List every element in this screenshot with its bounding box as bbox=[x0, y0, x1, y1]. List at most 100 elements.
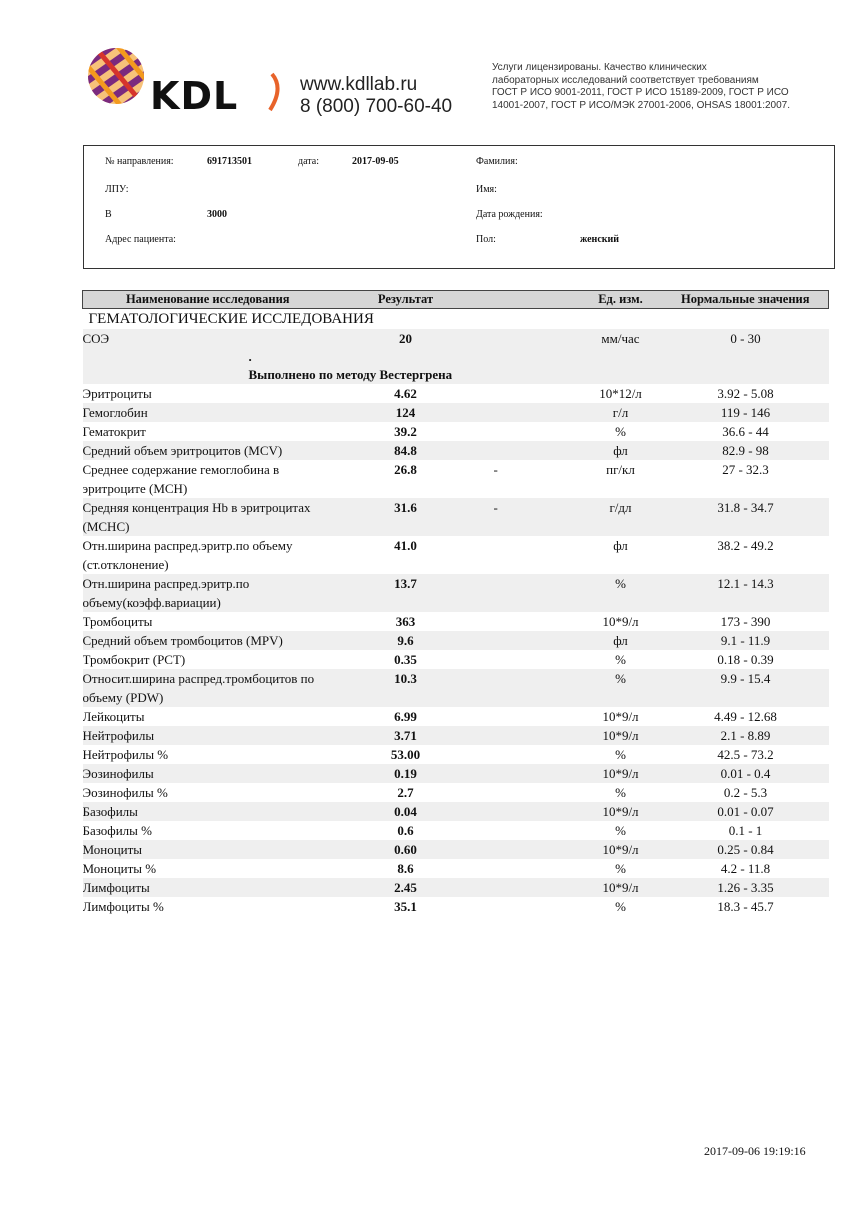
table-row: Средний объем тромбоцитов (MPV) 9.6 фл 9.1 … bbox=[82, 631, 829, 650]
test-flag bbox=[478, 574, 579, 612]
license-line: лабораторных исследований соответствует … bbox=[492, 74, 759, 86]
test-unit: 10*9/л bbox=[602, 614, 639, 629]
test-norm: 2.1 - 8.89 bbox=[662, 726, 829, 745]
test-norm: 0.01 - 0.4 bbox=[662, 764, 829, 783]
test-unit: % bbox=[615, 424, 626, 439]
test-name: Лимфоциты bbox=[82, 878, 333, 897]
test-name: Средняя концентрация Hb в эритроцитах (M… bbox=[82, 498, 333, 536]
test-result: 363 bbox=[395, 614, 416, 629]
test-unit: 10*12/л bbox=[599, 386, 642, 401]
test-name: Среднее содержание гемоглобина в эритроц… bbox=[82, 462, 280, 496]
test-norm: 31.8 - 34.7 bbox=[662, 498, 829, 536]
table-row-esr-note: . Выполнено по методу Вестергрена bbox=[82, 348, 829, 384]
table-row: Лимфоциты 2.45 10*9/л 1.26 - 3.35 bbox=[82, 878, 829, 897]
license-line: 14001-2007, ГОСТ Р ИСО/МЭК 27001-2006, O… bbox=[492, 99, 791, 111]
test-norm: 0.25 - 0.84 bbox=[662, 840, 829, 859]
section-title-row: ГЕМАТОЛОГИЧЕСКИЕ ИССЛЕДОВАНИЯ bbox=[83, 309, 829, 330]
date-value: 2017-09-05 bbox=[352, 156, 399, 167]
test-name: Отн.ширина распред.эритр.по объему (ст.о… bbox=[82, 538, 293, 572]
table-row: Базофилы % 0.6% 0.1 - 1 bbox=[83, 821, 829, 840]
test-unit: г/дл bbox=[578, 498, 663, 536]
table-row: Базофилы 0.04 10*9/л 0.01 - 0.07 bbox=[82, 802, 829, 821]
license-line: ГОСТ Р ИСО 9001-2011, ГОСТ Р ИСО 15189-2… bbox=[492, 87, 789, 98]
test-unit: 10*9/л bbox=[578, 764, 663, 783]
test-norm: 173 - 390 bbox=[720, 614, 771, 629]
printed-timestamp: 2017-09-06 19:19:16 bbox=[704, 1144, 806, 1158]
test-flag bbox=[479, 707, 579, 726]
test-result: 31.6 bbox=[332, 498, 479, 536]
test-norm: 4.49 - 12.68 bbox=[714, 709, 777, 724]
test-result: 20 bbox=[332, 329, 479, 348]
header-name: Наименование исследования bbox=[82, 290, 333, 309]
table-header: Наименование исследования Результат Ед. … bbox=[82, 290, 829, 309]
name-label: Имя: bbox=[476, 184, 497, 195]
test-unit: г/л bbox=[578, 403, 663, 422]
table-row: Среднее содержание гемоглобина в эритроц… bbox=[83, 460, 829, 498]
note-dot: . bbox=[248, 349, 252, 364]
table-row: Эозинофилы % 2.7% 0.2 - 5.3 bbox=[83, 783, 829, 802]
test-name: Относит.ширина распред.тромбоцитов по об… bbox=[82, 669, 333, 707]
test-unit: % bbox=[615, 652, 626, 667]
table-row: Лимфоциты % 35.1% 18.3 - 45.7 bbox=[83, 897, 829, 916]
test-unit: фл bbox=[578, 441, 663, 460]
table-row: Нейтрофилы 3.71 10*9/л 2.1 - 8.89 bbox=[82, 726, 829, 745]
b-value: 3000 bbox=[207, 209, 227, 220]
test-result: 10.3 bbox=[332, 669, 479, 707]
test-unit: 10*9/л bbox=[578, 878, 663, 897]
table-row: Лейкоциты 6.99 10*9/л 4.49 - 12.68 bbox=[83, 707, 829, 726]
test-unit: 10*9/л bbox=[578, 840, 663, 859]
test-flag bbox=[479, 650, 579, 669]
test-flag bbox=[478, 802, 579, 821]
test-unit: % bbox=[578, 574, 663, 612]
test-norm: 27 - 32.3 bbox=[722, 462, 769, 477]
test-name: Нейтрофилы % bbox=[82, 747, 169, 762]
test-result: 0.6 bbox=[397, 823, 414, 838]
table-row: Относит.ширина распред.тромбоцитов по об… bbox=[82, 669, 829, 707]
test-result: 124 bbox=[332, 403, 479, 422]
test-result: 84.8 bbox=[332, 441, 479, 460]
test-result: 2.45 bbox=[332, 878, 479, 897]
test-name: Моноциты bbox=[82, 840, 333, 859]
test-unit: % bbox=[615, 861, 626, 876]
test-result: 26.8 bbox=[394, 462, 417, 477]
table-row: Тромбоциты 363 10*9/л 173 - 390 bbox=[83, 612, 829, 631]
test-unit: % bbox=[615, 899, 626, 914]
test-flag bbox=[478, 403, 579, 422]
date-label: дата: bbox=[298, 156, 319, 167]
section-title: ГЕМАТОЛОГИЧЕСКИЕ ИССЛЕДОВАНИЯ bbox=[88, 311, 374, 327]
test-flag bbox=[479, 897, 579, 916]
test-name: Отн.ширина распред.эритр.по объему(коэфф… bbox=[82, 574, 333, 612]
test-flag bbox=[479, 612, 579, 631]
test-name: Эритроциты bbox=[82, 386, 152, 401]
table-row: Моноциты 0.60 10*9/л 0.25 - 0.84 bbox=[82, 840, 829, 859]
test-result: 0.60 bbox=[332, 840, 479, 859]
test-name: СОЭ bbox=[82, 329, 333, 348]
table-row: Эозинофилы 0.19 10*9/л 0.01 - 0.4 bbox=[82, 764, 829, 783]
test-flag bbox=[478, 840, 579, 859]
test-norm: 4.2 - 11.8 bbox=[720, 861, 771, 876]
test-name: Гематокрит bbox=[82, 424, 146, 439]
test-norm: 38.2 - 49.2 bbox=[717, 538, 774, 553]
test-unit: % bbox=[615, 747, 626, 762]
table-row: Эритроциты 4.62 10*12/л 3.92 - 5.08 bbox=[83, 384, 829, 403]
website-link[interactable]: www.kdllab.ru bbox=[300, 74, 418, 95]
test-flag bbox=[479, 422, 579, 441]
test-result: 3.71 bbox=[332, 726, 479, 745]
test-result: 53.00 bbox=[390, 747, 421, 762]
test-flag bbox=[478, 764, 579, 783]
b-label: В bbox=[105, 209, 112, 220]
test-unit: фл bbox=[578, 631, 663, 650]
test-norm: 3.92 - 5.08 bbox=[717, 386, 774, 401]
test-flag bbox=[478, 669, 579, 707]
lpu-label: ЛПУ: bbox=[105, 184, 129, 195]
test-name: Базофилы bbox=[82, 802, 333, 821]
test-name: Лимфоциты % bbox=[82, 899, 164, 914]
method-note: Выполнено по методу Вестергрена bbox=[248, 367, 453, 382]
kdl-logo-icon bbox=[88, 48, 280, 112]
test-norm: 18.3 - 45.7 bbox=[717, 899, 774, 914]
referral-value: 691713501 bbox=[207, 156, 252, 167]
test-name: Гемоглобин bbox=[82, 403, 333, 422]
table-row: Средний объем эритроцитов (MCV) 84.8 фл 82.… bbox=[82, 441, 829, 460]
table-row: Гемоглобин 124 г/л 119 - 146 bbox=[82, 403, 829, 422]
test-norm: 0.01 - 0.07 bbox=[662, 802, 829, 821]
